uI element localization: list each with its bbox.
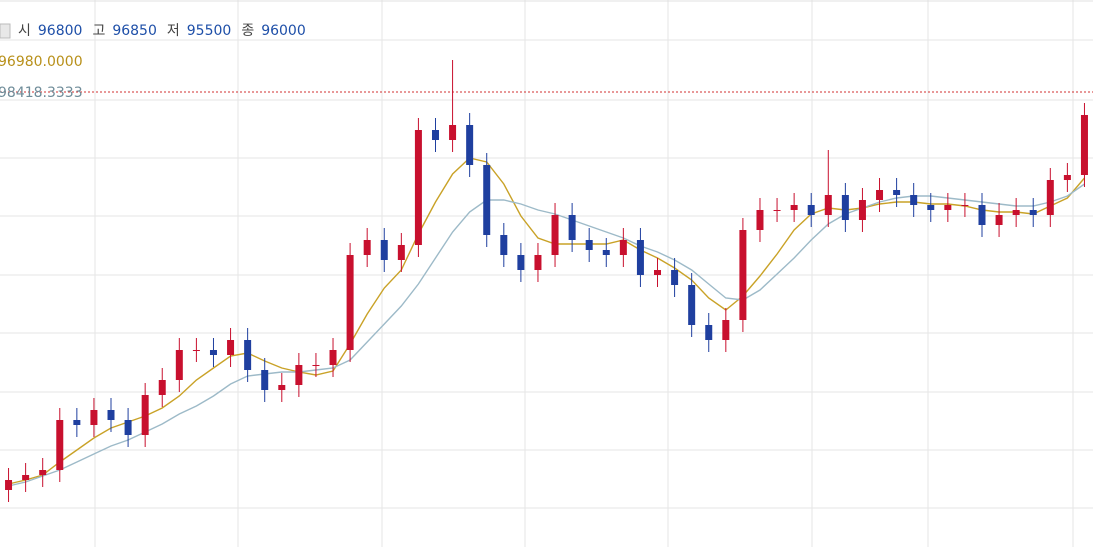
candle-body	[278, 385, 286, 390]
candle-body	[158, 380, 166, 395]
candle-body	[329, 350, 337, 365]
candle-body	[90, 410, 98, 425]
ma-value-label: 96980.0000	[0, 54, 83, 70]
candle-body	[807, 205, 815, 215]
candle-body	[414, 130, 422, 245]
ohlc-label: 고	[92, 23, 105, 39]
ohlc-label: 저	[167, 23, 180, 39]
candle-body	[39, 470, 47, 475]
moving-average-line	[8, 183, 1085, 487]
candle-body	[619, 240, 627, 255]
candle-body	[244, 340, 252, 370]
candle-body	[1029, 210, 1037, 215]
candle-body	[756, 210, 764, 230]
candle-body	[927, 205, 935, 210]
candle-body	[500, 235, 508, 255]
ohlc-label: 시	[18, 23, 31, 39]
candle-body	[705, 325, 713, 340]
candle-body	[995, 215, 1003, 225]
candle-body	[483, 165, 491, 235]
candle-body	[1012, 210, 1020, 215]
candle-body	[944, 205, 952, 210]
candle-body	[261, 370, 269, 390]
candle-body	[1046, 180, 1054, 215]
legend: 시 96800 고 96850 저 95500 종 96000 96980.0000 98418.…	[0, 23, 306, 101]
candle-body	[107, 410, 115, 420]
candle-body	[790, 205, 798, 210]
candle-body	[893, 190, 901, 195]
candle-body	[1063, 175, 1071, 180]
candle-body	[175, 350, 183, 380]
candle-body	[910, 195, 918, 205]
candle-body	[602, 250, 610, 255]
candle-body	[363, 240, 371, 255]
candle-body	[73, 420, 81, 425]
ohlc-value: 96000	[261, 23, 306, 39]
candle-body	[141, 395, 149, 435]
candle-body	[978, 205, 986, 225]
candle-body	[209, 350, 217, 355]
candle-body	[739, 230, 747, 320]
candle-body	[961, 205, 969, 206]
candle-body	[449, 125, 457, 140]
candle-body	[295, 365, 303, 385]
candle-body	[397, 245, 405, 260]
candle-body	[534, 255, 542, 270]
ohlc-label: 종	[241, 23, 254, 39]
candle-body	[124, 420, 132, 435]
candle-body	[654, 270, 662, 275]
candle-body	[585, 240, 593, 250]
candle-body	[431, 130, 439, 140]
ma-value-label: 98418.3333	[0, 85, 83, 101]
candle-body	[380, 240, 388, 260]
candle-body	[227, 340, 235, 355]
candle-body	[192, 350, 200, 351]
candle-body	[1080, 115, 1088, 175]
candle-body	[56, 420, 64, 470]
candle-body	[876, 190, 884, 200]
candle-body	[841, 195, 849, 220]
candle-body	[636, 240, 644, 275]
candle-body	[858, 200, 866, 220]
candle-body	[824, 195, 832, 215]
candle-body	[466, 125, 474, 165]
candle-body	[722, 320, 730, 340]
candle-body	[346, 255, 354, 350]
candle-body	[568, 215, 576, 240]
candle-body	[312, 365, 320, 366]
candle-body	[551, 215, 559, 255]
ohlc-value: 96800	[38, 23, 83, 39]
ohlc-value: 95500	[187, 23, 232, 39]
ohlc-value: 96850	[112, 23, 157, 39]
plot	[5, 60, 1088, 502]
candle-body	[671, 270, 679, 285]
candle-body	[517, 255, 525, 270]
candle-body	[688, 285, 696, 325]
candle-body	[773, 210, 781, 211]
legend-icon	[0, 23, 11, 39]
candle-body	[5, 480, 13, 490]
moving-average-line	[8, 157, 1086, 485]
candle-body	[22, 475, 30, 480]
